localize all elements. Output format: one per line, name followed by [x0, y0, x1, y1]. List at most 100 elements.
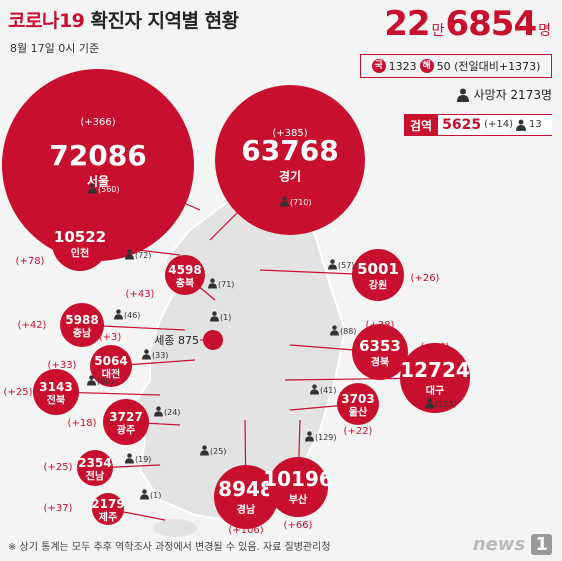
- person-icon: [328, 259, 337, 270]
- region-name: 광주: [117, 425, 135, 437]
- region-bubble: [165, 255, 205, 295]
- region-change: (+25): [4, 387, 33, 398]
- region-deaths: (33): [152, 351, 168, 360]
- region-name: 대구: [426, 384, 444, 397]
- region-total: 3727: [109, 410, 142, 424]
- region-total: 5988: [65, 313, 98, 327]
- region-deaths: (71): [218, 280, 234, 289]
- person-icon: [125, 453, 134, 464]
- person-icon: [154, 406, 163, 417]
- region-name: 전남: [86, 470, 105, 483]
- region-경남: 8948 경남 (+106) (25): [200, 445, 278, 536]
- total-rest-value: 6854: [445, 4, 537, 44]
- region-deaths: (88): [340, 327, 356, 336]
- region-change: (+106): [228, 525, 263, 536]
- total-unit: 명: [538, 23, 551, 39]
- region-change: (+37): [44, 503, 73, 514]
- region-deaths: (41): [320, 386, 336, 395]
- region-bubble: [77, 450, 113, 486]
- jeju-shape: [153, 519, 197, 537]
- person-icon: [515, 119, 526, 131]
- region-bubble: [203, 330, 223, 350]
- region-total: 5001: [357, 260, 399, 278]
- region-change: (+25): [44, 462, 73, 473]
- person-icon: [457, 88, 470, 102]
- person-icon: [87, 375, 96, 386]
- person-icon: [125, 249, 134, 260]
- title-rest: 확진자 지역별 현황: [84, 10, 240, 32]
- region-name: 인천: [71, 246, 89, 259]
- person-icon: [208, 278, 217, 289]
- region-total: 3703: [341, 392, 374, 406]
- total-man-value: 22: [384, 4, 430, 44]
- region-change: (+18): [68, 418, 97, 429]
- region-total: 6353: [359, 337, 401, 355]
- region-total: 72086: [49, 139, 146, 172]
- region-bubble: [92, 493, 124, 525]
- region-bubble: [52, 215, 108, 271]
- region-deaths: (1): [150, 491, 161, 500]
- region-name: 제주: [99, 511, 117, 524]
- person-icon: [310, 384, 319, 395]
- region-total: 5064: [94, 354, 127, 368]
- total-cases: 22 만6854 명: [384, 4, 552, 51]
- region-세종: 세종 875 (+3) (1): [99, 311, 231, 350]
- overseas-tag: 해: [419, 59, 434, 73]
- region-name: 전북: [47, 394, 65, 407]
- region-name: 울산: [349, 406, 368, 419]
- region-deaths: (223): [435, 400, 457, 409]
- region-deaths: (1): [220, 313, 231, 322]
- person-icon: [88, 183, 97, 194]
- region-deaths: (560): [98, 185, 120, 194]
- region-deaths: (25): [210, 447, 226, 456]
- region-대구: 12724 대구 (+46) (223): [400, 342, 470, 413]
- person-icon: [114, 309, 123, 320]
- deaths-label: 사망자 2173명: [473, 88, 552, 102]
- source-footnote: ※ 상기 통계는 모두 추후 역학조사 과정에서 변경될 수 있음. 자료 질병…: [8, 542, 331, 553]
- region-total: 10196: [263, 467, 333, 491]
- region-total: 2179: [91, 497, 124, 511]
- region-change: (+3): [99, 332, 122, 343]
- region-change: (+78): [16, 256, 45, 267]
- region-name: 부산: [289, 493, 308, 506]
- region-bubble: [352, 249, 404, 301]
- case-breakdown: 국 1323 해 50 (전일대비+1373): [360, 54, 552, 78]
- region-bubble: [337, 383, 379, 425]
- region-change: (+385): [272, 128, 307, 139]
- region-change: (+366): [80, 117, 115, 128]
- region-bubble: [2, 69, 194, 261]
- region-total: 8948: [218, 477, 274, 501]
- region-name: 충남: [73, 327, 92, 340]
- region-change: (+42): [18, 320, 47, 331]
- person-icon: [210, 311, 219, 322]
- region-bubble: [90, 345, 132, 387]
- quarantine-box: 검역 5625 (+14) 13: [404, 114, 552, 136]
- region-total: 4598: [168, 263, 201, 277]
- page-title: 코로나19 확진자 지역별 현황: [8, 6, 239, 33]
- quarantine-deaths: 13: [528, 119, 542, 130]
- region-bubble: [33, 369, 79, 415]
- person-icon: [330, 325, 339, 336]
- deaths-summary: 사망자 2173명: [457, 86, 552, 103]
- quarantine-total: 5625: [442, 117, 482, 133]
- region-total: 3143: [39, 380, 72, 394]
- region-deaths: (60): [97, 377, 113, 386]
- region-change: (+43): [126, 289, 155, 300]
- region-부산: 10196 부산 (+66) (129): [263, 431, 337, 531]
- region-name: 충북: [176, 277, 194, 290]
- logo-text: news: [472, 534, 526, 555]
- region-name: 경북: [371, 355, 389, 368]
- person-icon: [142, 349, 151, 360]
- title-highlight: 코로나19: [8, 10, 85, 32]
- region-bubble: [103, 399, 149, 445]
- region-change: (+26): [411, 273, 440, 284]
- region-bubble: [215, 85, 365, 235]
